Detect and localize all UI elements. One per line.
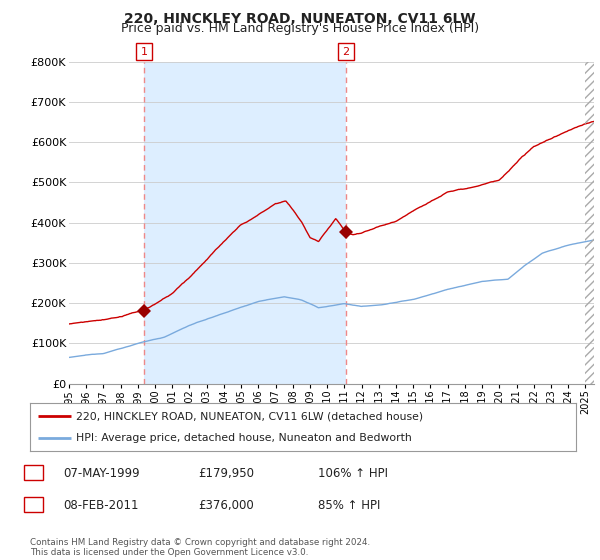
- Text: £376,000: £376,000: [198, 498, 254, 512]
- Text: £179,950: £179,950: [198, 466, 254, 480]
- Text: 85% ↑ HPI: 85% ↑ HPI: [318, 498, 380, 512]
- Bar: [144, 62, 346, 384]
- Text: 1: 1: [140, 46, 148, 57]
- Text: Price paid vs. HM Land Registry's House Price Index (HPI): Price paid vs. HM Land Registry's House …: [121, 22, 479, 35]
- Text: Contains HM Land Registry data © Crown copyright and database right 2024.
This d: Contains HM Land Registry data © Crown c…: [30, 538, 370, 557]
- Text: 220, HINCKLEY ROAD, NUNEATON, CV11 6LW (detached house): 220, HINCKLEY ROAD, NUNEATON, CV11 6LW (…: [76, 411, 424, 421]
- Text: 07-MAY-1999: 07-MAY-1999: [63, 466, 140, 480]
- Text: 220, HINCKLEY ROAD, NUNEATON, CV11 6LW: 220, HINCKLEY ROAD, NUNEATON, CV11 6LW: [124, 12, 476, 26]
- Text: 1: 1: [30, 466, 37, 480]
- Text: 2: 2: [343, 46, 350, 57]
- Text: 08-FEB-2011: 08-FEB-2011: [63, 498, 139, 512]
- Text: HPI: Average price, detached house, Nuneaton and Bedworth: HPI: Average price, detached house, Nune…: [76, 433, 412, 443]
- Bar: [586, 62, 594, 384]
- Text: 2: 2: [30, 498, 37, 512]
- Text: 106% ↑ HPI: 106% ↑ HPI: [318, 466, 388, 480]
